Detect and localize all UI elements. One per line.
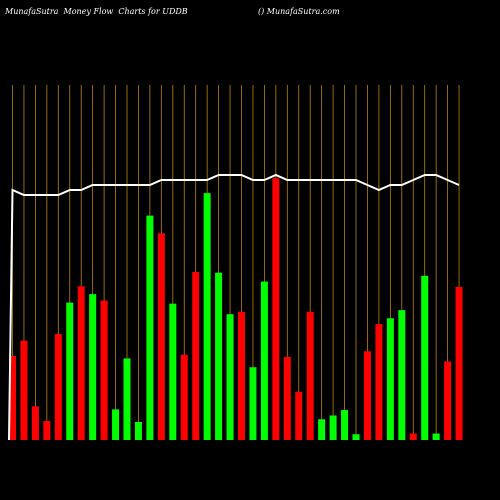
- price-line: [8, 173, 460, 441]
- money-flow-bar: [432, 433, 440, 440]
- money-flow-bar: [260, 281, 268, 440]
- money-flow-bar: [112, 409, 120, 440]
- money-flow-bar: [100, 300, 108, 440]
- money-flow-bar: [134, 421, 142, 440]
- money-flow-bar: [203, 193, 211, 440]
- money-flow-bar: [66, 302, 74, 440]
- price-line-group: [8, 173, 460, 441]
- chart-title: MunafaSutra Money Flow Charts for UDDB: [5, 7, 188, 16]
- money-flow-bar: [363, 351, 371, 440]
- money-flow-bar: [9, 356, 16, 440]
- money-flow-bar: [306, 311, 314, 440]
- money-flow-bar: [226, 314, 234, 440]
- money-flow-bar: [169, 303, 177, 440]
- money-flow-bar: [123, 358, 131, 440]
- money-flow-bar: [215, 272, 223, 440]
- money-flow-bar: [146, 215, 154, 440]
- chart-source: () MunafaSutra.com: [258, 7, 340, 16]
- money-flow-bar: [295, 391, 303, 440]
- money-flow-bar: [180, 354, 188, 440]
- money-flow-bar: [283, 357, 291, 440]
- money-flow-bar: [192, 272, 200, 440]
- money-flow-bar: [444, 361, 452, 440]
- money-flow-bar: [409, 433, 417, 440]
- money-flow-bar: [238, 311, 245, 440]
- money-flow-bar: [272, 178, 280, 440]
- money-flow-bar: [20, 340, 28, 440]
- money-flow-bar: [43, 420, 51, 440]
- money-flow-bar: [352, 434, 360, 440]
- money-flow-bar: [77, 286, 85, 440]
- money-flow-bar: [398, 310, 406, 440]
- money-flow-bar: [455, 287, 463, 440]
- money-flow-bar: [249, 367, 257, 440]
- money-flow-bars: [9, 178, 463, 440]
- money-flow-bar: [157, 233, 165, 440]
- money-flow-bar: [89, 294, 97, 440]
- money-flow-bar: [318, 419, 326, 440]
- money-flow-bar: [341, 410, 349, 440]
- money-flow-bar: [31, 406, 39, 440]
- money-flow-bar: [375, 324, 383, 440]
- money-flow-bar: [421, 275, 429, 440]
- money-flow-bar: [386, 318, 394, 440]
- money-flow-bar: [329, 415, 337, 440]
- money-flow-bar: [54, 333, 62, 440]
